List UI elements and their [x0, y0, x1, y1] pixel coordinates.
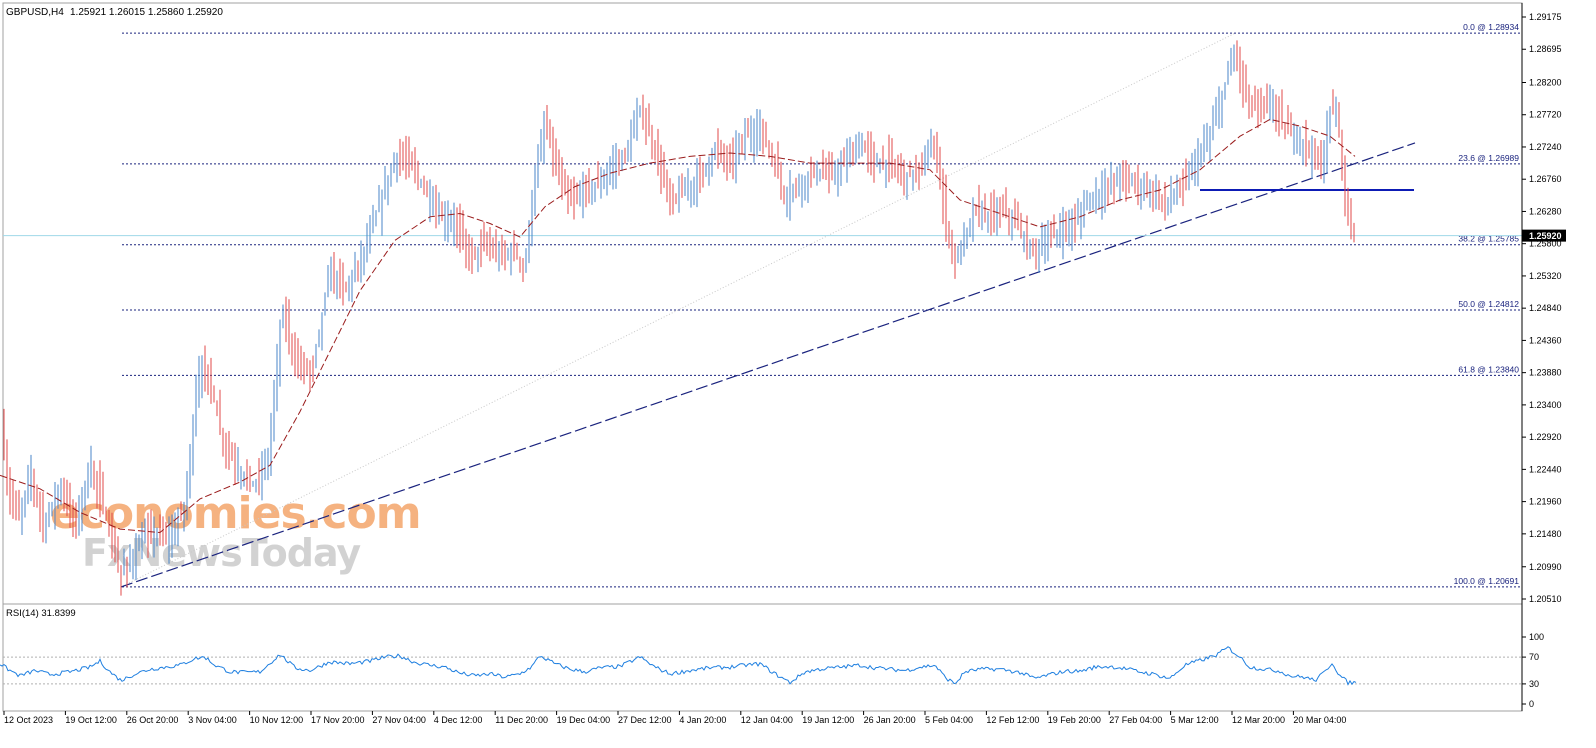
time-axis: 12 Oct 2023 19 Oct 12:00 26 Oct 20:00 3 Nov…	[3, 711, 1346, 725]
price-axis-label: 1.22440	[1529, 464, 1562, 474]
rsi-axis-label: 70	[1529, 652, 1539, 662]
price-axis-label: 1.20510	[1529, 594, 1562, 604]
fib-level-label: 50.0 @ 1.24812	[1458, 299, 1519, 309]
fib-level-label: 61.8 @ 1.23840	[1458, 364, 1519, 374]
price-axis-label: 1.22920	[1529, 432, 1562, 442]
time-axis-label: 19 Dec 04:00	[557, 715, 611, 725]
rsi-title: RSI(14) 31.8399	[6, 608, 76, 619]
ohlc-values: 1.25921 1.26015 1.25860 1.25920	[70, 7, 223, 18]
rsi-indicator: 100 70 30 0	[0, 632, 1544, 709]
time-axis-label: 19 Feb 20:00	[1048, 715, 1101, 725]
watermark-line-2: FxNewsToday	[82, 531, 361, 575]
fib-diagonal-line	[120, 32, 1236, 588]
rsi-axis-label: 100	[1529, 632, 1544, 642]
current-price-badge	[1522, 229, 1566, 242]
time-axis-label: 4 Dec 12:00	[434, 715, 483, 725]
fib-level-label: 100.0 @ 1.20691	[1454, 576, 1520, 586]
candles	[3, 40, 1355, 596]
drawn-lines	[3, 32, 1522, 588]
time-axis-label: 5 Feb 04:00	[925, 715, 973, 725]
rsi-axis-label: 30	[1529, 679, 1539, 689]
uptrend-line	[120, 142, 1416, 588]
price-axis-label: 1.21960	[1529, 497, 1562, 507]
price-axis-label: 1.27720	[1529, 110, 1562, 120]
price-axis-label: 1.28200	[1529, 77, 1562, 87]
time-axis-label: 11 Dec 20:00	[495, 715, 548, 725]
current-price-label: 1.25920	[1529, 231, 1562, 241]
time-axis-label: 19 Jan 12:00	[802, 715, 854, 725]
time-axis-label: 10 Nov 12:00	[250, 715, 304, 725]
time-axis-label: 12 Jan 04:00	[741, 715, 793, 725]
price-axis-label: 1.28695	[1529, 44, 1562, 54]
time-axis-label: 20 Mar 04:00	[1293, 715, 1346, 725]
price-axis: 1.29175 1.28695 1.28200 1.27720 1.27240 1.267…	[1521, 3, 1566, 711]
price-axis-label: 1.23880	[1529, 368, 1562, 378]
fib-level-label: 23.6 @ 1.26989	[1458, 153, 1519, 163]
price-axis-label: 1.20990	[1529, 562, 1562, 572]
time-axis-label: 12 Feb 12:00	[986, 715, 1039, 725]
time-axis-label: 17 Nov 20:00	[311, 715, 365, 725]
time-axis-label: 27 Nov 04:00	[372, 715, 426, 725]
time-axis-label: 12 Oct 2023	[4, 715, 53, 725]
price-axis-label: 1.25800	[1529, 239, 1562, 249]
price-axis-label: 1.29175	[1529, 12, 1562, 22]
time-axis-label: 26 Oct 20:00	[127, 715, 179, 725]
rsi-line	[0, 646, 1357, 686]
time-axis-label: 5 Mar 12:00	[1171, 715, 1219, 725]
moving-average	[0, 118, 1356, 534]
time-axis-label: 3 Nov 04:00	[188, 715, 237, 725]
price-axis-label: 1.26760	[1529, 174, 1562, 184]
price-axis-label: 1.21480	[1529, 529, 1562, 539]
price-axis-label: 1.27240	[1529, 142, 1562, 152]
price-axis-label: 1.23400	[1529, 400, 1562, 410]
time-axis-label: 12 Mar 20:00	[1232, 715, 1285, 725]
time-axis-label: 19 Oct 12:00	[65, 715, 117, 725]
symbol-label: GBPUSD,H4	[6, 7, 64, 18]
fib-level-label: 38.2 @ 1.25785	[1458, 234, 1519, 244]
time-axis-label: 4 Jan 20:00	[679, 715, 726, 725]
price-axis-label: 1.25320	[1529, 271, 1562, 281]
moving-average-line	[0, 118, 1356, 534]
time-axis-label: 27 Feb 04:00	[1109, 715, 1162, 725]
rsi-axis-label: 0	[1529, 699, 1534, 709]
fibonacci-levels: 0.0 @ 1.28934 23.6 @ 1.26989 38.2 @ 1.2578…	[122, 22, 1522, 588]
fib-level-label: 0.0 @ 1.28934	[1463, 22, 1519, 32]
price-axis-label: 1.26280	[1529, 206, 1562, 216]
time-axis-label: 26 Jan 20:00	[864, 715, 916, 725]
price-axis-label: 1.24840	[1529, 303, 1562, 313]
time-axis-label: 27 Dec 12:00	[618, 715, 672, 725]
price-axis-label: 1.24360	[1529, 335, 1562, 345]
